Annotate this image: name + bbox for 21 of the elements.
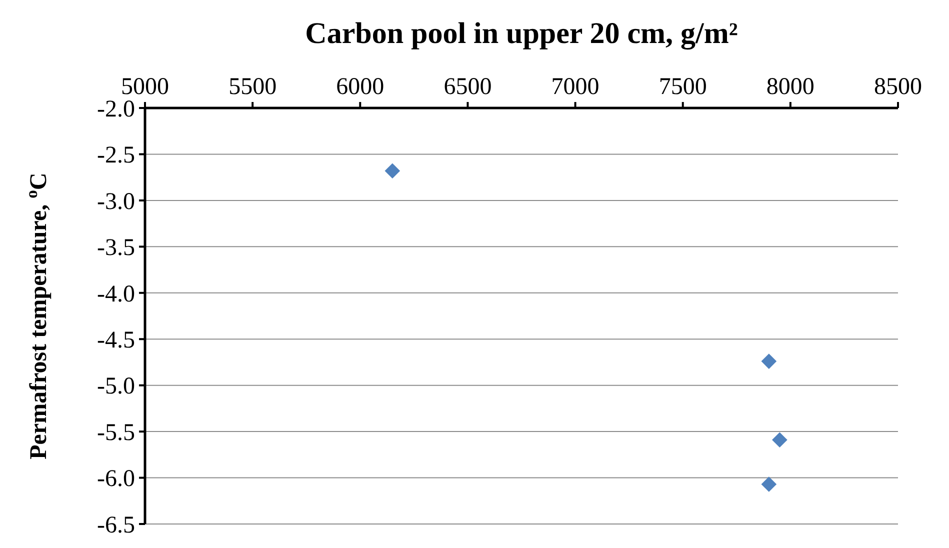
y-tick-label: -5.0 — [97, 374, 135, 400]
x-tick-label: 8500 — [874, 74, 922, 100]
y-tick-label: -6.5 — [97, 512, 135, 538]
y-tick-label: -5.5 — [97, 420, 135, 446]
point — [761, 476, 777, 492]
x-tick-label: 7000 — [551, 74, 600, 100]
x-tick-label: 6500 — [444, 74, 492, 100]
point — [772, 432, 788, 448]
y-tick-label: -3.0 — [97, 188, 135, 215]
point — [384, 163, 400, 179]
x-tick-label: 6000 — [336, 74, 384, 100]
x-tick-label: 5500 — [228, 74, 277, 100]
point — [761, 354, 777, 369]
y-tick-label: -3.5 — [97, 235, 135, 262]
y-tick-label: -2.5 — [97, 142, 135, 169]
x-tick-label: 8000 — [766, 74, 814, 100]
y-tick-label: -4.0 — [97, 281, 135, 308]
y-tick-label: -4.5 — [97, 328, 135, 354]
x-tick-label: 7500 — [658, 74, 707, 100]
y-tick-label: -6.0 — [97, 466, 135, 492]
x-axis-title: Carbon pool in upper 20 cm, g/m² — [305, 17, 738, 50]
